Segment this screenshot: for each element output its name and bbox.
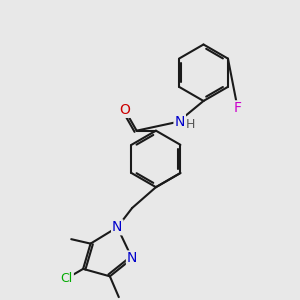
- Text: N: N: [127, 251, 137, 266]
- Text: Cl: Cl: [61, 272, 73, 285]
- Text: O: O: [119, 103, 130, 117]
- Text: N: N: [112, 220, 122, 234]
- Text: H: H: [186, 118, 195, 130]
- Text: F: F: [234, 101, 242, 116]
- Text: N: N: [175, 115, 185, 129]
